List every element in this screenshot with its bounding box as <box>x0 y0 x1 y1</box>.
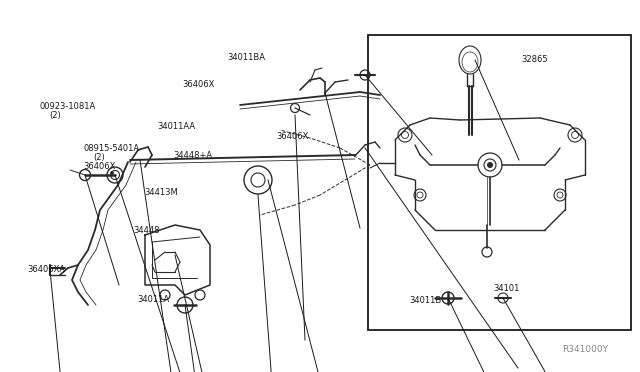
Text: 34011AA: 34011AA <box>157 122 195 131</box>
Text: 36406XA: 36406XA <box>28 265 66 274</box>
Text: 32865: 32865 <box>522 55 548 64</box>
Circle shape <box>488 163 493 167</box>
Text: (2): (2) <box>49 111 61 120</box>
Text: 34011B: 34011B <box>410 296 442 305</box>
Text: 34448+A: 34448+A <box>173 151 212 160</box>
Text: 34011A: 34011A <box>138 295 170 304</box>
Text: 36406X: 36406X <box>276 132 309 141</box>
Text: 36406X: 36406X <box>83 162 116 171</box>
Text: 36406X: 36406X <box>182 80 215 89</box>
Text: R341000Y: R341000Y <box>562 345 608 354</box>
Bar <box>368 35 631 330</box>
Text: 00923-1081A: 00923-1081A <box>40 102 96 110</box>
Text: 34413M: 34413M <box>144 188 178 197</box>
Text: 08915-5401A: 08915-5401A <box>83 144 140 153</box>
Text: 34011BA: 34011BA <box>227 53 265 62</box>
Text: 34101: 34101 <box>493 284 519 293</box>
Circle shape <box>111 171 113 174</box>
Text: (2): (2) <box>93 153 104 162</box>
Text: 34448: 34448 <box>133 226 159 235</box>
